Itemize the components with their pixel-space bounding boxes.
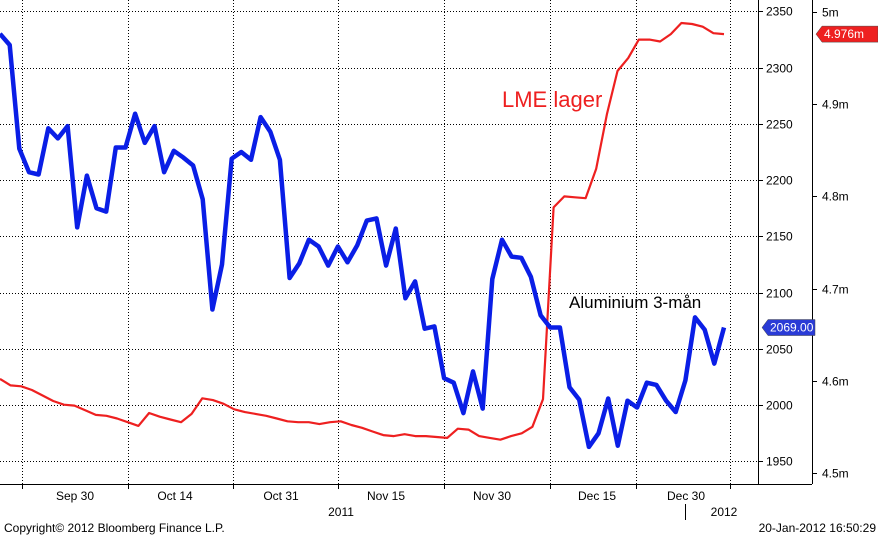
x-tick-label: Dec 15 [578,489,616,503]
value-tag-aluminium-shape [761,319,816,336]
value-tag-lme: 4.976m [815,25,878,43]
x-axis-labels: Sep 30 Oct 14 Oct 31 Nov 15 Nov 30 Dec 15 Dec … [56,489,738,520]
y-right-tick-label: 4.8m [822,190,849,204]
annotation-lme-lager: LME lager [502,87,602,112]
y-left-tick-label: 2300 [766,62,793,76]
y-left-tick-label: 2350 [766,5,793,19]
value-tag-lme-label: 4.976m [824,27,864,41]
y-left-tick-label: 1950 [766,455,793,469]
y-right-tick-label: 4.6m [822,375,849,389]
y-right-tick-label: 4.7m [822,283,849,297]
year-label: 2011 [328,505,354,519]
x-tick-label: Oct 31 [263,489,299,503]
value-tag-aluminium: 2069.00 [761,319,816,336]
year-label: 2012 [711,505,738,519]
x-tick-label: Nov 15 [367,489,405,503]
annotation-aluminium: Aluminium 3-mån [569,293,701,312]
series-line-lme-lager [0,21,725,441]
y-right-tick-label: 5m [822,6,839,20]
y-left-tick-label: 2000 [766,399,793,413]
plot-frame [0,0,813,485]
series-line-aluminium [0,32,727,450]
y-right-tick-label: 4.5m [822,467,849,481]
x-tick-label: Sep 30 [56,489,94,503]
last-value-tags: 2069.00 4.976m [761,25,878,336]
y-left-tick-label: 2100 [766,287,793,301]
value-tag-aluminium-label: 2069.00 [770,321,814,335]
value-tag-lme-shape [815,25,878,43]
y-right-tick-label: 4.9m [822,98,849,112]
y-left-tick-label: 2200 [766,174,793,188]
y-left-tick-label: 2150 [766,230,793,244]
x-tick-label: Nov 30 [473,489,511,503]
x-tick-label: Dec 30 [667,489,705,503]
series-lines [0,21,727,450]
y-axis-labels: 1950 2000 2050 2100 2150 2200 2250 2300 2350 4.5m… [758,5,849,481]
x-tick-label: Oct 14 [157,489,193,503]
timestamp-text: 20-Jan-2012 16:50:29 [758,521,876,535]
y-left-tick-label: 2250 [766,118,793,132]
y-left-tick-label: 2050 [766,343,793,357]
copyright-text: Copyright© 2012 Bloomberg Finance L.P. [4,521,225,535]
